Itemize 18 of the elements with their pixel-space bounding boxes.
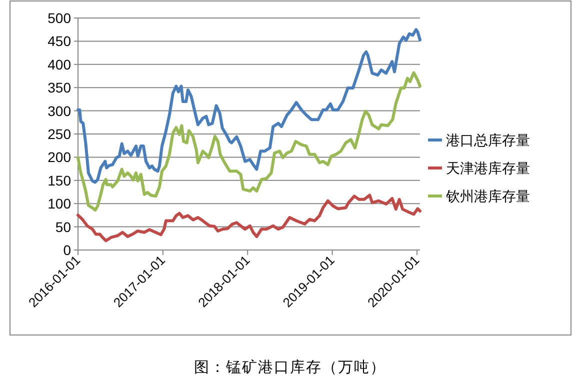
text: 图：锰矿港口库存（万吨）	[194, 359, 386, 376]
line-series	[76, 194, 422, 242]
y-tick-label: 0	[63, 242, 72, 258]
y-tick-label: 200	[48, 149, 72, 166]
y-tick-label: 350	[48, 80, 72, 96]
legend-label: 港口总库存量	[446, 132, 530, 148]
y-tick-label: 250	[48, 126, 72, 142]
y-tick-label: 150	[48, 172, 72, 188]
y-tick-label: 500	[48, 10, 72, 26]
legend-label: 天津港库存量	[446, 160, 530, 176]
line-series	[76, 71, 422, 212]
y-tick-label: 400	[48, 56, 72, 72]
y-tick-label: 100	[48, 196, 72, 212]
y-tick-label: 50	[55, 218, 72, 235]
y-tick-label: 300	[48, 102, 72, 119]
line-series	[76, 28, 422, 184]
legend-label: 钦州港库存量	[445, 188, 530, 204]
y-tick-label: 450	[48, 33, 72, 50]
